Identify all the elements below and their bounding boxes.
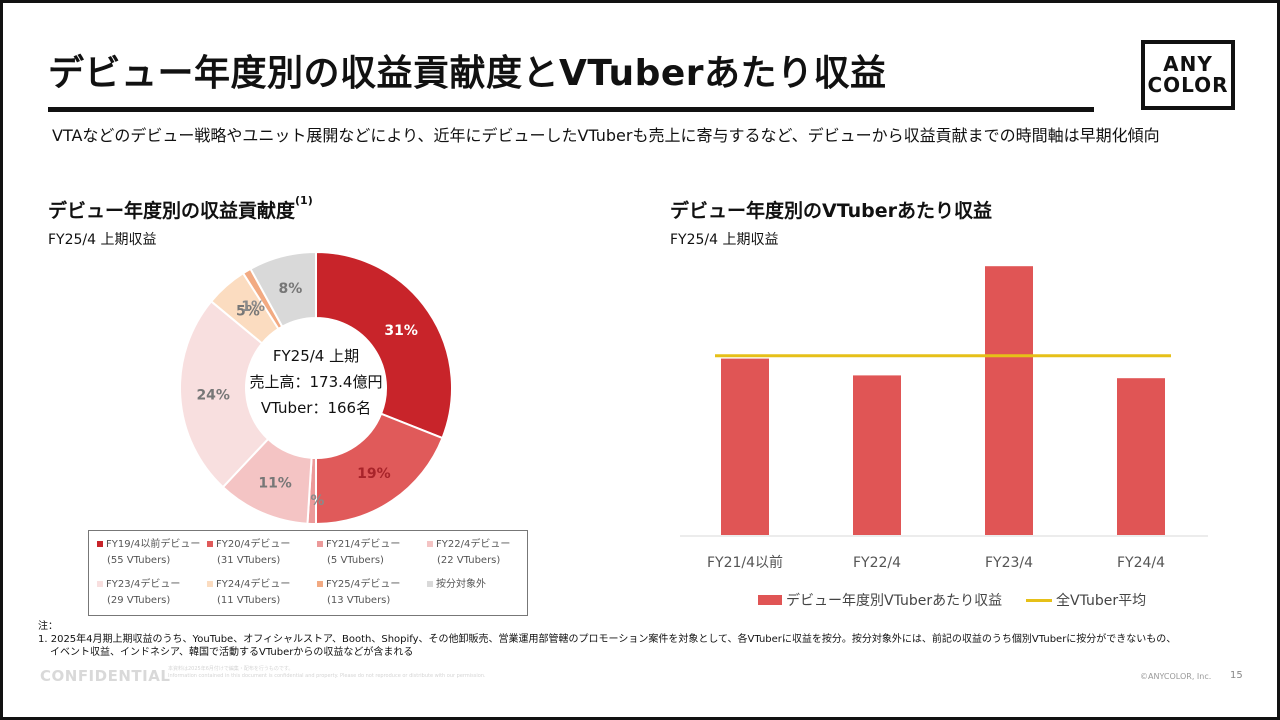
donut-slice: [249, 250, 317, 329]
disclaimer-line-1: 本資料は2025年6月付けで編集・配布を行うものです。: [168, 666, 294, 672]
legend-item: FY24/4デビュー (11 VTubers): [207, 577, 317, 609]
confidential-mark: CONFIDENTIAL: [40, 667, 171, 685]
donut-slice-label: 31%: [384, 323, 418, 339]
line-legend-item: 全VTuber平均: [1026, 590, 1146, 610]
bar: [721, 358, 769, 535]
legend-label: FY20/4デビュー: [216, 539, 291, 550]
donut-slice: [315, 412, 444, 526]
legend-swatch: [427, 541, 433, 547]
donut-slice: [315, 250, 453, 440]
bar-legend-item: デビュー年度別VTuberあたり収益: [758, 590, 1002, 610]
legend-swatch: [317, 581, 323, 587]
bar-chart: FY21/4以前 FY22/4 FY23/4 FY24/4: [680, 266, 1208, 571]
donut-subtitle: FY25/4 上期収益: [48, 232, 157, 248]
footnote-marker: (1): [295, 194, 313, 207]
anycolor-logo: ANY COLOR: [1141, 40, 1235, 110]
page-number: 15: [1230, 670, 1243, 681]
legend-label: FY19/4以前デビュー: [106, 539, 201, 550]
legend-item: FY19/4以前デビュー (55 VTubers): [97, 537, 207, 569]
donut-slice-label: 19%: [357, 466, 391, 482]
donut-slice: [179, 299, 270, 489]
legend-label: FY25/4デビュー: [326, 579, 401, 590]
bar-legend-label: デビュー年度別VTuberあたり収益: [786, 593, 1003, 609]
legend-item: FY20/4デビュー (31 VTubers): [207, 537, 317, 569]
legend-count: (29 VTubers): [107, 595, 171, 606]
donut-legend: FY19/4以前デビュー (55 VTubers) FY20/4デビュー (31 VT…: [88, 530, 528, 616]
footnotes: 注： 1. 2025年4月期上期収益のうち、YouTube、オフィシャルストア、…: [38, 620, 1258, 659]
legend-count: (5 VTubers): [327, 555, 384, 566]
legend-item: FY25/4デビュー (13 VTubers): [317, 577, 427, 609]
donut-slice-label: 8%: [278, 281, 302, 297]
legend-label: FY22/4デビュー: [436, 539, 511, 550]
legend-item: FY23/4デビュー (29 VTubers): [97, 577, 207, 609]
logo-line-2: COLOR: [1147, 73, 1229, 97]
bar-subtitle: FY25/4 上期収益: [670, 232, 779, 248]
note-1-line-1: 1. 2025年4月期上期収益のうち、YouTube、オフィシャルストア、Boo…: [38, 634, 1177, 645]
legend-label: FY23/4デビュー: [106, 579, 181, 590]
legend-swatch: [207, 581, 213, 587]
logo-line-1: ANY: [1163, 52, 1213, 76]
legend-swatch: [97, 581, 103, 587]
line-legend-swatch: [1026, 598, 1052, 602]
legend-label: 按分対象外: [436, 579, 486, 590]
donut-title-text: デビュー年度別の収益貢献度: [48, 200, 296, 222]
legend-label: FY21/4デビュー: [326, 539, 401, 550]
bar-legend-swatch: [758, 595, 782, 605]
donut-slice-label: 1%: [241, 299, 265, 315]
note-1-line-2: イベント収益、インドネシア、韓国で活動するVTuberからの収益などが含まれる: [50, 647, 414, 658]
notes-head: 注：: [38, 621, 58, 632]
bar-section-title: デビュー年度別のVTuberあたり収益: [670, 200, 992, 222]
legend-swatch: [97, 541, 103, 547]
bar: [985, 266, 1033, 535]
donut-slice-label: 5%: [236, 304, 260, 320]
legend-count: (11 VTubers): [217, 595, 281, 606]
x-tick-label: FY24/4: [1117, 555, 1165, 571]
x-tick-label: FY23/4: [985, 555, 1033, 571]
line-legend-label: 全VTuber平均: [1056, 593, 1147, 609]
legend-label: FY24/4デビュー: [216, 579, 291, 590]
title-underline: [48, 107, 1094, 112]
lead-text: VTAなどのデビュー戦略やユニット展開などにより、近年にデビューしたVTuber…: [52, 126, 1160, 145]
legend-item: FY21/4デビュー (5 VTubers): [317, 537, 427, 569]
bar: [853, 375, 901, 535]
donut-section-title: デビュー年度別の収益貢献度(1): [48, 194, 313, 223]
x-tick-label: FY21/4以前: [707, 554, 783, 571]
donut-center-period: FY25/4 上期: [272, 347, 360, 365]
page-title: デビュー年度別の収益貢献度とVTuberあたり収益: [48, 53, 887, 94]
x-tick-label: FY22/4: [853, 555, 901, 571]
legend-swatch: [207, 541, 213, 547]
legend-count: (22 VTubers): [437, 555, 501, 566]
legend-item: 按分対象外: [427, 577, 537, 593]
legend-swatch: [317, 541, 323, 547]
donut-chart: 31%19%1%11%24%5%1%8%: [179, 250, 453, 526]
legend-item: FY22/4デビュー (22 VTubers): [427, 537, 537, 569]
confidential-disclaimer: 本資料は2025年6月付けで編集・配布を行うものです。 Information …: [168, 666, 486, 680]
legend-count: (13 VTubers): [327, 595, 391, 606]
donut-center-vtubers: VTuber：166名: [260, 399, 372, 417]
donut-slice-label: 24%: [196, 387, 230, 403]
bar: [1117, 378, 1165, 535]
copyright: ©ANYCOLOR, Inc.: [1140, 672, 1212, 681]
legend-count: (31 VTubers): [217, 555, 281, 566]
legend-count: (55 VTubers): [107, 555, 171, 566]
donut-slice-label: 11%: [258, 476, 292, 492]
donut-center-sales: 売上高：173.4億円: [249, 373, 383, 391]
legend-swatch: [427, 581, 433, 587]
disclaimer-line-2: Information contained in this document i…: [168, 673, 486, 679]
